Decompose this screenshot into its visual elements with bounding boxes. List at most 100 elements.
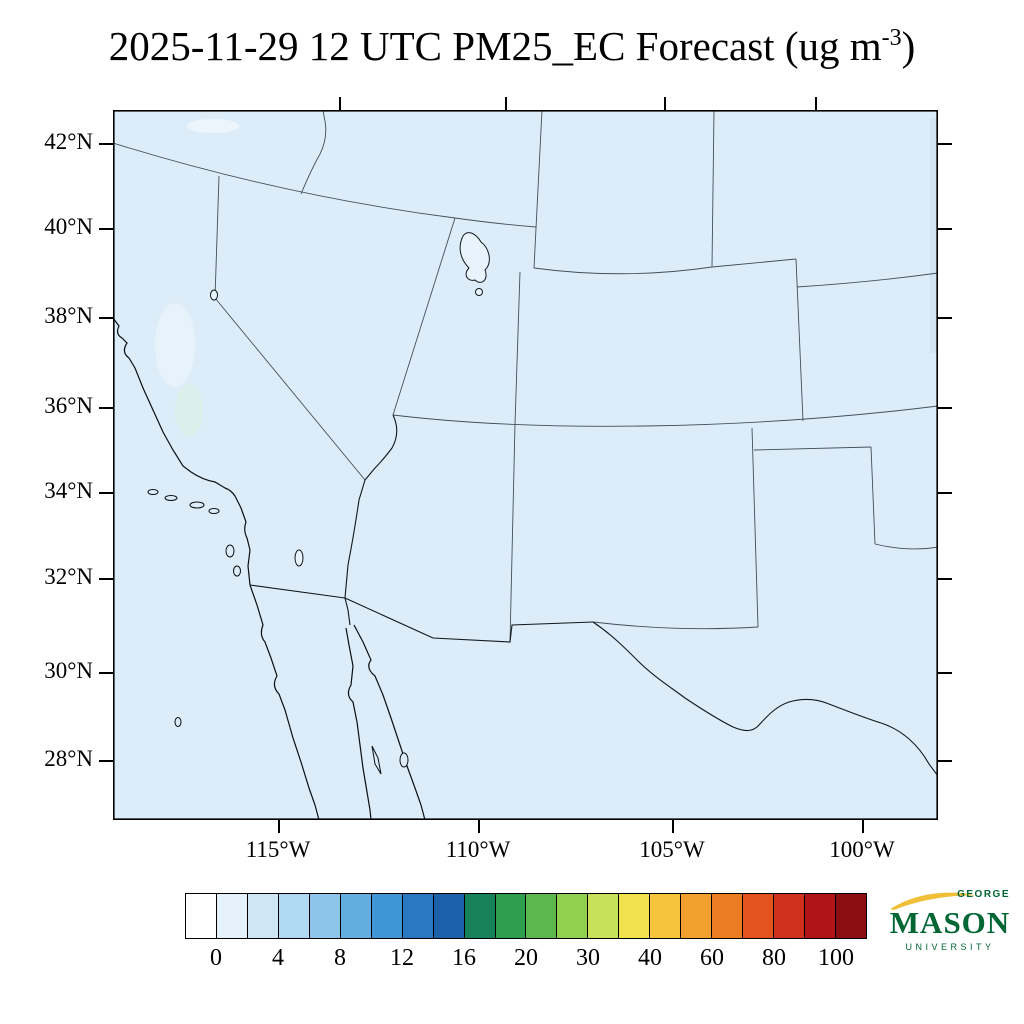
tiburon-island [399,752,409,768]
lon-tick [672,820,674,833]
logo-george-text: GEORGE [957,889,1010,900]
logo-swoosh-row: GEORGE [886,888,1014,910]
colorbar-segment [402,894,434,938]
colorbar-tick-label: 4 [272,945,284,971]
border-arizona-newmexico [509,423,516,643]
colorbar-segment [712,894,744,938]
colorbar-segment [433,894,465,938]
border-41n [533,258,797,275]
border-utah-colorado [514,271,521,425]
map-frame [113,110,938,820]
colorbar-tick-label: 30 [576,945,600,971]
border-wyoming-east [711,110,715,268]
right-tick [938,760,952,762]
lat-tick [99,672,113,674]
map-background [113,110,938,820]
top-tick [339,97,341,110]
top-tick [815,97,817,110]
lon-tick [478,820,480,833]
border-colorado-east [795,258,804,422]
channel-island [164,495,178,501]
colorbar-tick-label: 8 [334,945,346,971]
border-texas-oklahoma-north [753,446,872,451]
channel-island [189,501,205,509]
top-tick [505,97,507,110]
lat-tick-label: 30°N [44,658,93,683]
lakes [210,232,490,567]
colorbar-labels: 0 4 8 12 16 20 30 40 60 80 100 [185,941,867,975]
colorbar-tick-label: 16 [452,945,476,971]
colorbar-segment [340,894,372,938]
right-tick [938,578,952,580]
rio-grande [592,621,938,777]
colorbar-segment [278,894,310,938]
lon-tick-label: 100°W [829,837,895,862]
right-tick [938,407,952,409]
logo-mason-text: MASON [889,905,1011,940]
border-california-mexico [249,584,346,599]
logo-swoosh-icon [890,892,977,910]
san-clemente-island [233,565,241,577]
lon-tick [862,820,864,833]
border-california-nevada-north [214,175,220,299]
colorbar-tick-label: 0 [210,945,222,971]
utah-lake [475,288,483,296]
lat-tick [99,492,113,494]
colorbar-tick-label: 40 [638,945,662,971]
right-tick [938,492,952,494]
title-prefix: 2025-11-29 12 UTC PM25_EC Forecast (ug m [108,23,882,69]
title-superscript: -3 [881,25,902,51]
baja-california-gulf-coast [345,627,372,820]
salton-sea [294,549,304,567]
low-value-patch [187,119,239,133]
lat-tick-label: 36°N [44,393,93,418]
border-red-river [874,543,938,550]
lat-tick-label: 28°N [44,746,93,771]
colorbar-tick-label: 60 [700,945,724,971]
lat-tick [99,760,113,762]
colorbar-segment [557,894,589,938]
colorbar-segment [526,894,558,938]
colorbar-segment [186,894,217,938]
california-coast [113,317,251,586]
state-borders [113,110,938,643]
colorbar [185,893,867,939]
border-111w [533,110,543,269]
colorbar-segment [247,894,279,938]
lat-tick-label: 42°N [44,129,93,154]
low-value-patch [155,303,195,387]
border-newmexico-texas-east [751,427,759,628]
lat-tick-label: 38°N [44,303,93,328]
great-salt-lake [459,232,490,283]
colorbar-tick-label: 80 [762,945,786,971]
map-canvas [113,110,938,820]
channel-island [208,508,220,514]
logo-university-text: UNIVERSITY [905,942,995,952]
map-plot [113,110,938,820]
colorbar-segment [805,894,837,938]
colorbar-segment [650,894,682,938]
catalina-island [225,544,235,558]
colorbar-segment [588,894,620,938]
colorbar-segment [495,894,527,938]
channel-island [147,489,159,495]
lake-tahoe [210,289,218,301]
border-nevada-utah [392,217,456,416]
edge-data-band [930,118,938,353]
colorbar-tick-label: 100 [818,945,854,971]
border-utah-north [454,217,537,228]
border-oregon-idaho-snake-river [300,110,327,195]
right-tick [938,672,952,674]
angel-de-la-guarda-island [371,745,382,775]
border-arizona-newmexico-mexico [344,597,594,643]
colorado-river [344,414,398,626]
right-tick [938,317,952,319]
colorbar-tick-label: 12 [390,945,414,971]
low-value-patch [175,384,203,436]
colorbar-segment [743,894,775,938]
border-37n [392,405,938,427]
guadalupe-island [174,717,182,727]
national-border-mexico [249,584,594,643]
rivers [344,414,938,777]
border-california-nevada-diagonal [214,297,366,481]
